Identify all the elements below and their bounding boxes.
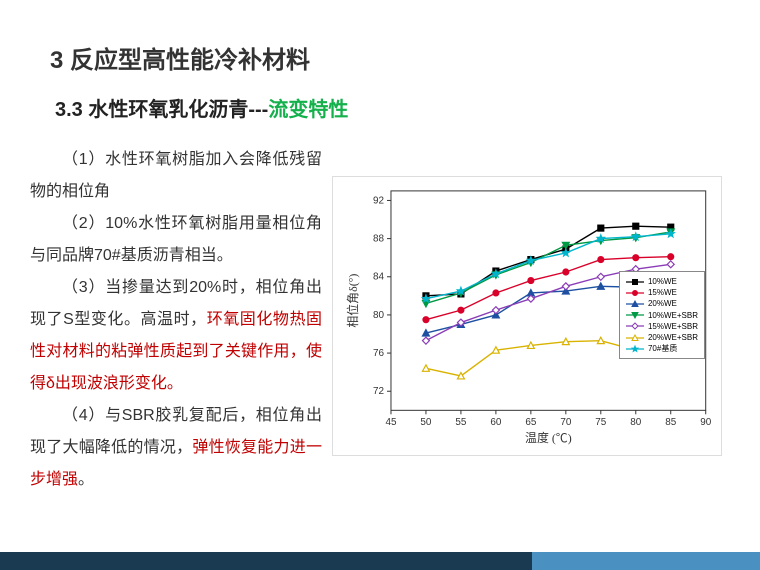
legend-item: 20%WE+SBR: [626, 332, 698, 343]
svg-text:55: 55: [455, 417, 467, 428]
footer-bar-light: [532, 552, 760, 570]
chapter-title: 3 反应型高性能冷补材料: [50, 40, 730, 75]
para-3: （3）当掺量达到20%时，相位角出现了S型变化。高温时，环氧固化物热固性对材料的…: [30, 272, 322, 400]
legend-item: 15%WE: [626, 287, 698, 298]
svg-text:85: 85: [665, 417, 677, 428]
svg-text:45: 45: [385, 417, 397, 428]
svg-text:60: 60: [490, 417, 502, 428]
svg-text:72: 72: [373, 386, 385, 397]
para-1: （1）水性环氧树脂加入会降低残留物的相位角: [30, 144, 322, 208]
svg-text:75: 75: [595, 417, 607, 428]
chart-legend: 10%WE15%WE20%WE10%WE+SBR15%WE+SBR20%WE+S…: [619, 271, 705, 359]
svg-text:50: 50: [420, 417, 432, 428]
legend-label: 15%WE: [648, 287, 677, 298]
para-2: （2）10%水性环氧树脂用量相位角与同品牌70#基质沥青相当。: [30, 208, 322, 272]
svg-text:80: 80: [373, 310, 385, 321]
svg-text:88: 88: [373, 234, 385, 245]
phase-angle-chart: 72 76 80 84 88 92 45 50 55 60 65 70 75 80 85 90 温度 (℃) 相位…: [332, 176, 722, 456]
legend-label: 20%WE+SBR: [648, 332, 698, 343]
svg-text:92: 92: [373, 195, 385, 206]
para-4: （4）与SBR胶乳复配后，相位角出现了大幅降低的情况，弹性恢复能力进一步增强。: [30, 400, 322, 496]
svg-text:70: 70: [560, 417, 572, 428]
text-column: （1）水性环氧树脂加入会降低残留物的相位角 （2）10%水性环氧树脂用量相位角与…: [30, 144, 322, 496]
legend-label: 10%WE+SBR: [648, 310, 698, 321]
footer-bar-dark: [0, 552, 532, 570]
legend-item: 10%WE+SBR: [626, 310, 698, 321]
svg-text:84: 84: [373, 272, 385, 283]
section-topic: 流变特性: [268, 99, 348, 121]
legend-item: 20%WE: [626, 298, 698, 309]
svg-text:相位角δ(°): 相位角δ(°): [346, 274, 360, 328]
chart-column: 72 76 80 84 88 92 45 50 55 60 65 70 75 80 85 90 温度 (℃) 相位…: [332, 144, 722, 496]
legend-item: 10%WE: [626, 276, 698, 287]
footer-bar: [0, 552, 760, 570]
svg-text:90: 90: [700, 417, 712, 428]
svg-text:80: 80: [630, 417, 642, 428]
svg-text:65: 65: [525, 417, 537, 428]
section-title: 3.3 水性环氧乳化沥青---流变特性: [55, 93, 730, 122]
section-prefix: 3.3 水性环氧乳化沥青---: [55, 99, 268, 121]
content-row: （1）水性环氧树脂加入会降低残留物的相位角 （2）10%水性环氧树脂用量相位角与…: [30, 144, 730, 496]
legend-item: 70#基质: [626, 343, 698, 354]
legend-label: 15%WE+SBR: [648, 321, 698, 332]
presentation-slide: 3 反应型高性能冷补材料 3.3 水性环氧乳化沥青---流变特性 （1）水性环氧…: [0, 0, 760, 570]
legend-label: 20%WE: [648, 298, 677, 309]
legend-label: 70#基质: [648, 343, 677, 354]
svg-text:温度 (℃): 温度 (℃): [525, 431, 572, 445]
legend-label: 10%WE: [648, 276, 677, 287]
svg-text:76: 76: [373, 348, 385, 359]
legend-item: 15%WE+SBR: [626, 321, 698, 332]
